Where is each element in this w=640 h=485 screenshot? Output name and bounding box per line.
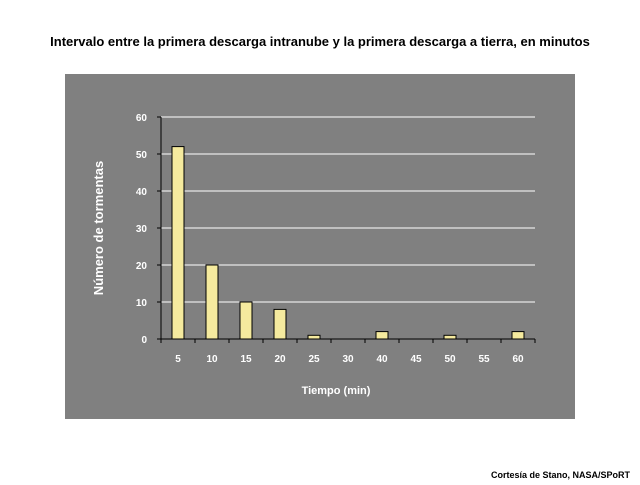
bar-40 xyxy=(375,331,389,340)
x-tick-label: 45 xyxy=(410,354,422,365)
bar-10 xyxy=(205,264,219,340)
x-tick-label: 20 xyxy=(274,354,286,365)
bars xyxy=(171,146,525,340)
x-tick-label: 60 xyxy=(512,354,524,365)
x-tick-label: 55 xyxy=(478,354,490,365)
x-tick-label: 10 xyxy=(206,354,218,365)
x-tick-label: 25 xyxy=(308,354,320,365)
x-tick-labels: 5 10 15 20 25 30 40 45 50 55 60 xyxy=(175,354,524,365)
bar-60 xyxy=(511,331,525,340)
bar-25 xyxy=(307,334,321,340)
chart-panel xyxy=(65,74,575,419)
chart-title: Intervalo entre la primera descarga intr… xyxy=(50,34,590,49)
y-tick-label: 20 xyxy=(136,261,148,272)
y-tick-label: 60 xyxy=(136,113,148,124)
gridlines xyxy=(161,116,535,303)
x-tick-label: 15 xyxy=(240,354,252,365)
bar-20 xyxy=(273,308,287,340)
y-tick-label: 30 xyxy=(136,224,148,235)
bar-15 xyxy=(239,301,253,340)
x-tick-label: 40 xyxy=(376,354,388,365)
y-axis-label: Número de tormentas xyxy=(91,161,106,295)
bar-50 xyxy=(443,334,457,340)
y-tick-label: 0 xyxy=(141,335,147,346)
bar-5 xyxy=(171,146,185,340)
x-tick-label: 5 xyxy=(175,354,181,365)
axes xyxy=(157,116,536,343)
y-tick-label: 40 xyxy=(136,187,148,198)
credit-text: Cortesía de Stano, NASA/SPoRT xyxy=(490,470,630,480)
y-tick-labels: 0 10 20 30 40 50 60 xyxy=(136,113,148,346)
x-tick-label: 50 xyxy=(444,354,456,365)
x-axis-label: Tiempo (min) xyxy=(302,385,371,397)
y-tick-label: 50 xyxy=(136,150,148,161)
y-tick-label: 10 xyxy=(136,298,148,309)
x-tick-label: 30 xyxy=(342,354,354,365)
